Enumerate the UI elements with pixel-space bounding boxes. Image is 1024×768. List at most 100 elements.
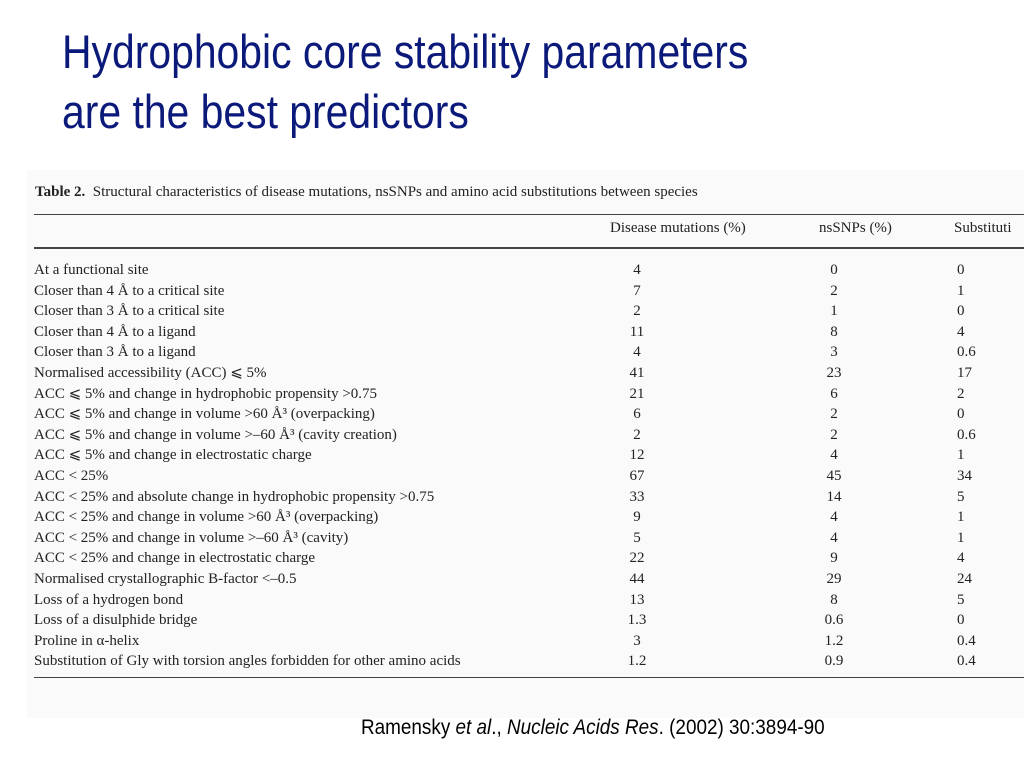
row-disease-value: 22 — [629, 550, 645, 567]
citation-journal: Nucleic Acids Res — [507, 716, 659, 739]
row-nssnps-value: 4 — [830, 447, 838, 464]
row-label: ACC ⩽ 5% and change in electrostatic cha… — [34, 447, 312, 464]
table-caption-label: Table 2. — [35, 184, 86, 200]
table-row: Substitution of Gly with torsion angles … — [27, 651, 1024, 672]
row-disease-value: 6 — [633, 406, 641, 423]
citation-author: Ramensky — [361, 716, 456, 739]
table-row: ACC < 25% and change in volume >–60 Å³ (… — [27, 528, 1024, 549]
row-disease-value: 12 — [629, 447, 645, 464]
row-substitution-value: 0 — [957, 406, 965, 423]
citation: Ramensky et al., Nucleic Acids Res. (200… — [361, 716, 825, 740]
row-nssnps-value: 14 — [826, 488, 842, 505]
row-label: Proline in α-helix — [34, 632, 140, 649]
row-label: ACC < 25% and change in volume >–60 Å³ (… — [34, 529, 349, 546]
row-disease-value: 2 — [633, 426, 641, 443]
row-nssnps-value: 8 — [830, 591, 838, 608]
table-row: Proline in α-helix 3 1.2 0.4 — [27, 631, 1024, 652]
row-substitution-value: 17 — [957, 364, 972, 381]
table-row: Closer than 4 Å to a critical site 7 2 1 — [27, 281, 1024, 302]
row-substitution-value: 0.6 — [957, 426, 976, 443]
table-row: ACC < 25% and change in electrostatic ch… — [27, 548, 1024, 569]
row-nssnps-value: 2 — [830, 406, 838, 423]
table-row: ACC < 25% 67 45 34 — [27, 466, 1024, 487]
row-substitution-value: 34 — [957, 467, 972, 484]
row-nssnps-value: 3 — [830, 344, 838, 361]
row-nssnps-value: 4 — [830, 509, 838, 526]
citation-rest: . (2002) 30:3894-90 — [658, 716, 825, 739]
row-disease-value: 33 — [629, 488, 645, 505]
row-nssnps-value: 0 — [830, 262, 838, 278]
table-bottom-rule — [34, 677, 1024, 678]
header-nssnps: nsSNPs (%) — [819, 220, 892, 236]
table-row: Closer than 3 Å to a ligand 4 3 0.6 — [27, 342, 1024, 363]
row-label: At a functional site — [34, 262, 149, 278]
row-label: Loss of a disulphide bridge — [34, 612, 198, 629]
row-nssnps-value: 1 — [830, 303, 838, 320]
table-row: ACC < 25% and change in volume >60 Å³ (o… — [27, 507, 1024, 528]
row-disease-value: 9 — [633, 509, 641, 526]
row-nssnps-value: 23 — [826, 364, 842, 381]
row-label: Normalised crystallographic B-factor <–0… — [34, 570, 297, 587]
row-nssnps-value: 0.6 — [824, 612, 844, 629]
table-row: ACC ⩽ 5% and change in electrostatic cha… — [27, 445, 1024, 466]
row-substitution-value: 24 — [957, 570, 972, 587]
row-label: Closer than 4 Å to a ligand — [34, 323, 196, 340]
row-disease-value: 21 — [629, 385, 645, 402]
row-nssnps-value: 1.2 — [824, 632, 844, 649]
table-row: Loss of a disulphide bridge 1.3 0.6 0 — [27, 610, 1024, 631]
row-nssnps-value: 29 — [826, 570, 842, 587]
row-substitution-value: 0.4 — [957, 632, 976, 649]
row-substitution-value: 0 — [957, 612, 965, 629]
row-disease-value: 1.2 — [627, 653, 647, 670]
row-label: Normalised accessibility (ACC) ⩽ 5% — [34, 364, 267, 381]
row-disease-value: 2 — [633, 303, 641, 320]
row-nssnps-value: 9 — [830, 550, 838, 567]
citation-sep: ., — [491, 716, 508, 739]
row-label: Closer than 3 Å to a ligand — [34, 344, 196, 361]
slide-title: Hydrophobic core stability parameters ar… — [62, 22, 845, 142]
row-nssnps-value: 2 — [830, 426, 838, 443]
table-row: Loss of a hydrogen bond 13 8 5 — [27, 590, 1024, 611]
row-label: ACC ⩽ 5% and change in hydrophobic prope… — [34, 385, 378, 402]
row-substitution-value: 4 — [957, 323, 965, 340]
table-body: At a functional site 4 0 0 Closer than 4 Å t… — [27, 260, 1024, 672]
row-substitution-value: 5 — [957, 488, 965, 505]
row-substitution-value: 1 — [957, 447, 965, 464]
slide-title-line-2: are the best predictors — [62, 85, 469, 138]
row-disease-value: 4 — [633, 262, 641, 278]
header-substitutions: Substituti — [954, 220, 1012, 236]
row-substitution-value: 0 — [957, 262, 965, 278]
table-row: ACC ⩽ 5% and change in volume >60 Å³ (ov… — [27, 404, 1024, 425]
row-disease-value: 13 — [629, 591, 645, 608]
row-substitution-value: 2 — [957, 385, 965, 402]
table-caption-text: Structural characteristics of disease mu… — [92, 184, 698, 200]
table-row: ACC < 25% and absolute change in hydroph… — [27, 487, 1024, 508]
row-disease-value: 11 — [629, 323, 645, 340]
row-disease-value: 67 — [629, 467, 645, 484]
table-row: Closer than 4 Å to a ligand 11 8 4 — [27, 322, 1024, 343]
row-nssnps-value: 8 — [830, 323, 838, 340]
row-label: ACC < 25% and change in electrostatic ch… — [34, 550, 316, 567]
row-label: ACC < 25% — [34, 467, 109, 484]
row-nssnps-value: 4 — [830, 529, 838, 546]
table-image: Table 2. Structural characteristics of d… — [27, 170, 1024, 718]
header-disease-mutations: Disease mutations (%) — [610, 220, 746, 236]
table-header-rule — [34, 247, 1024, 249]
row-substitution-value: 0.4 — [957, 653, 976, 670]
table-top-rule — [34, 214, 1024, 215]
table-row: ACC ⩽ 5% and change in hydrophobic prope… — [27, 384, 1024, 405]
row-nssnps-value: 0.9 — [824, 653, 844, 670]
row-substitution-value: 0 — [957, 303, 965, 320]
table-row: Normalised accessibility (ACC) ⩽ 5% 41 23 1… — [27, 363, 1024, 384]
row-substitution-value: 1 — [957, 529, 965, 546]
table-row: ACC ⩽ 5% and change in volume >–60 Å³ (c… — [27, 425, 1024, 446]
row-label: Closer than 3 Å to a critical site — [34, 303, 225, 320]
table-row: At a functional site 4 0 0 — [27, 260, 1024, 281]
row-substitution-value: 0.6 — [957, 344, 976, 361]
row-label: Loss of a hydrogen bond — [34, 591, 184, 608]
row-disease-value: 3 — [633, 632, 641, 649]
row-substitution-value: 1 — [957, 509, 965, 526]
row-disease-value: 41 — [629, 364, 645, 381]
row-substitution-value: 4 — [957, 550, 965, 567]
row-substitution-value: 5 — [957, 591, 965, 608]
